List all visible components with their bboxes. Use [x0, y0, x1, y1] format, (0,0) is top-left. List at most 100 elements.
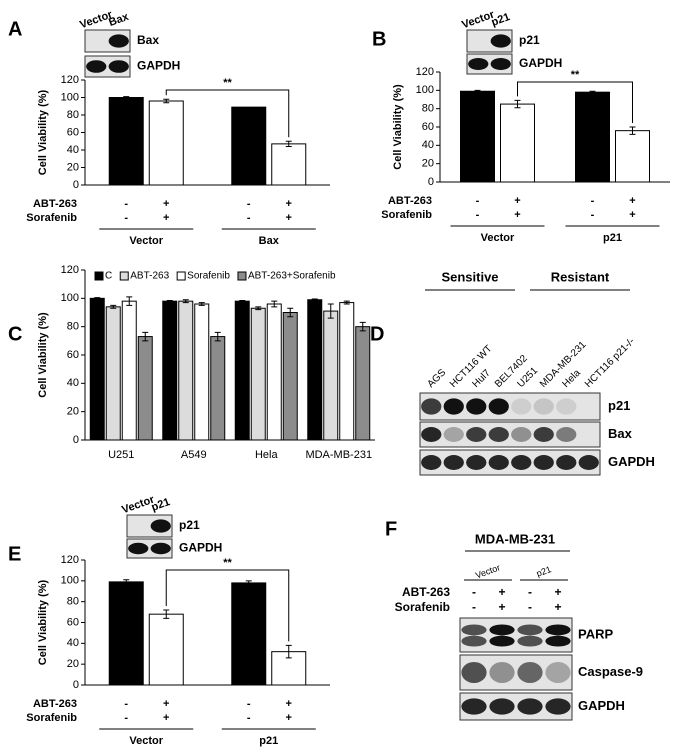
bar — [162, 300, 178, 441]
bar — [282, 312, 298, 441]
bar — [231, 106, 267, 186]
panel-letter: D — [370, 323, 384, 345]
blot-band — [150, 519, 171, 533]
treatment-label: Sorafenib — [395, 600, 450, 614]
panel-letter: F — [385, 518, 397, 540]
blot-band — [461, 662, 487, 683]
y-tick-label: 120 — [416, 66, 434, 78]
bar — [148, 613, 184, 686]
bar — [108, 97, 144, 186]
blot-strip — [459, 654, 573, 691]
y-tick-label: 60 — [67, 616, 79, 628]
blot-band — [545, 662, 571, 683]
blot-band — [545, 635, 571, 647]
blot-band — [545, 624, 571, 636]
cell-line-label: MDA-MB-231 — [475, 531, 555, 546]
treatment-sign: + — [163, 698, 169, 710]
blot-band — [533, 455, 554, 470]
y-tick-label: 60 — [422, 121, 434, 133]
blot-band — [490, 58, 511, 70]
error-bar — [94, 297, 101, 300]
lane-group-label: Vector — [474, 562, 501, 580]
panel-letter: B — [372, 28, 386, 50]
blot-band — [421, 455, 442, 470]
bar — [615, 130, 650, 183]
y-tick-label: 40 — [67, 144, 79, 156]
x-tick-label: Hela — [255, 449, 279, 461]
group-label: Vector — [129, 235, 163, 247]
blot-band — [490, 34, 511, 48]
blot-band — [443, 427, 464, 442]
treatment-sign: + — [498, 600, 505, 614]
treatment-sign: - — [528, 585, 532, 599]
bar — [210, 336, 226, 441]
group-label: Vector — [129, 735, 163, 747]
treatment-sign: + — [163, 198, 169, 210]
error-bar — [287, 307, 294, 318]
treatment-sign: - — [247, 698, 251, 710]
y-tick-label: 20 — [67, 161, 79, 173]
significance-label: ** — [571, 69, 580, 81]
blot-band — [556, 455, 577, 470]
treatment-sign: + — [554, 600, 561, 614]
treatment-sign: + — [286, 712, 292, 724]
treatment-sign: - — [124, 198, 128, 210]
blot-band — [488, 398, 509, 415]
bar — [355, 326, 371, 441]
blot-band — [466, 455, 487, 470]
error-bar — [123, 96, 130, 99]
error-bar — [245, 580, 252, 586]
y-axis-label: Cell Viability (%) — [37, 312, 49, 398]
treatment-label: ABT-263 — [33, 198, 77, 210]
panel-letter: E — [8, 543, 21, 565]
blot-band — [556, 398, 577, 415]
blot-band — [488, 427, 509, 442]
blot-band — [86, 60, 107, 73]
error-bar — [126, 296, 133, 306]
legend-label: ABT-263+Sorafenib — [248, 271, 336, 282]
bar — [148, 100, 184, 186]
treatment-sign: - — [247, 712, 251, 724]
bar — [178, 300, 194, 441]
y-tick-label: 0 — [73, 434, 79, 446]
blot-band — [511, 427, 532, 442]
legend-swatch — [119, 271, 129, 281]
group-label: Resistant — [551, 269, 610, 284]
bar — [105, 306, 121, 441]
bar — [121, 300, 137, 441]
significance-label: ** — [223, 557, 232, 569]
y-axis-label: Cell Viability (%) — [392, 84, 404, 170]
treatment-sign: + — [554, 585, 561, 599]
treatment-sign: - — [591, 209, 595, 221]
blot-band — [489, 624, 515, 636]
y-tick-label: 20 — [67, 406, 79, 418]
treatment-sign: - — [476, 209, 480, 221]
lane-label: AGS — [425, 367, 448, 390]
blot-strip — [459, 617, 573, 653]
error-bar — [142, 331, 149, 342]
bar — [323, 310, 339, 441]
blot-band — [517, 635, 543, 647]
bar — [339, 302, 355, 441]
blot-band — [466, 398, 487, 415]
blot-band — [489, 698, 515, 715]
error-bar — [343, 300, 350, 305]
x-tick-label: A549 — [181, 449, 207, 461]
y-axis-label: Cell Viability (%) — [37, 579, 49, 665]
bar — [194, 303, 210, 441]
y-tick-label: 100 — [61, 91, 79, 103]
bar — [271, 651, 307, 686]
blot-row-label: Bax — [608, 426, 633, 441]
blot-row-label: GAPDH — [608, 454, 655, 469]
bar — [234, 300, 250, 441]
blot-band — [489, 662, 515, 683]
error-bar — [589, 90, 596, 94]
bar — [271, 143, 307, 186]
error-bar — [285, 140, 292, 147]
legend-label: C — [105, 271, 112, 282]
y-tick-label: 60 — [67, 349, 79, 361]
blot-band — [466, 427, 487, 442]
blot-band — [517, 662, 543, 683]
blot-band — [461, 698, 487, 715]
y-tick-label: 60 — [67, 126, 79, 138]
